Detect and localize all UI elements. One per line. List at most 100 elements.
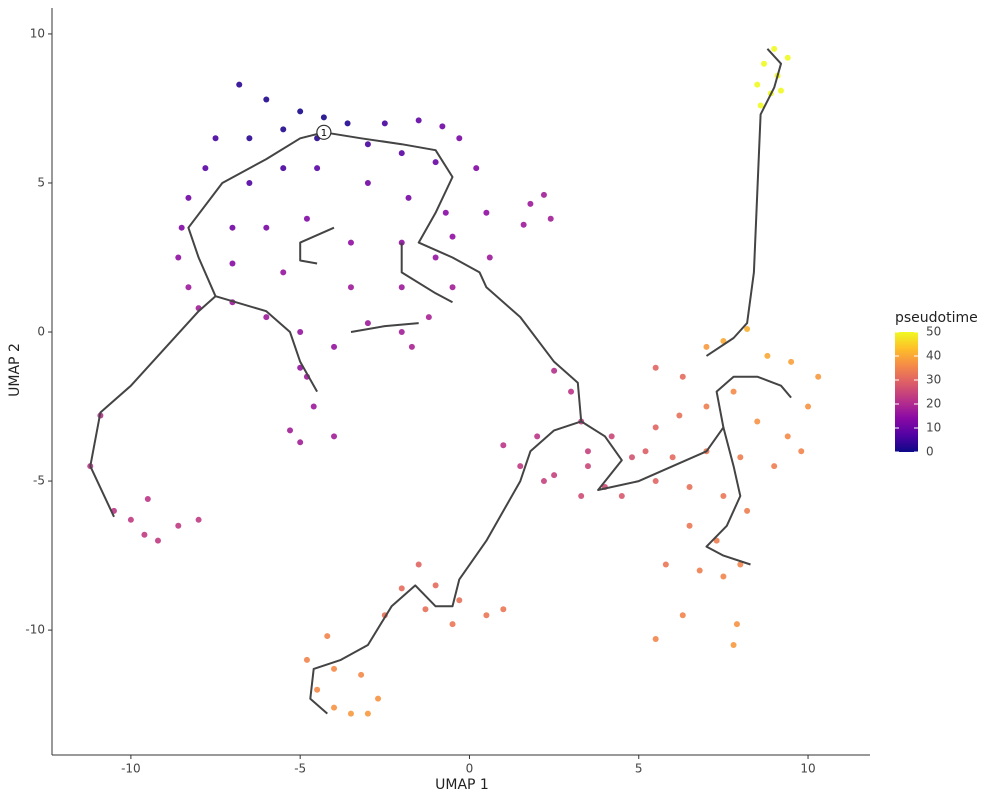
point [686,484,693,491]
point [578,492,585,499]
point [798,448,805,455]
point [263,224,270,231]
point [347,710,354,717]
point [686,522,693,529]
x-tick-label: -10 [121,762,141,776]
point [408,343,415,350]
point [449,233,456,240]
point [473,165,480,172]
point [141,531,148,538]
point [754,418,761,425]
point [540,191,547,198]
point [568,388,575,395]
point [669,454,676,461]
point [764,352,771,359]
point [703,403,710,410]
y-tick-label: 5 [37,175,45,189]
point [500,606,507,613]
point [754,81,761,88]
point [331,343,338,350]
point [263,314,270,321]
point [229,260,236,267]
point [662,561,669,568]
point [381,120,388,127]
point [375,695,382,702]
y-tick-label: -5 [33,474,45,488]
point [303,656,310,663]
colorbar [895,332,918,452]
point [442,209,449,216]
point [331,433,338,440]
point [297,108,304,115]
point [784,54,791,61]
point [425,314,432,321]
point [331,665,338,672]
point [737,561,744,568]
point [185,284,192,291]
point [584,448,591,455]
x-tick-label: -5 [294,762,306,776]
point [364,710,371,717]
point [540,478,547,485]
point [730,642,737,649]
point [551,472,558,479]
point [771,45,778,52]
point [175,254,182,261]
colorbar-tick-label: 50 [926,325,941,339]
point [449,284,456,291]
point [320,114,327,121]
point [456,597,463,604]
point [314,686,321,693]
point [314,165,321,172]
point [730,388,737,395]
point [618,492,625,499]
point [584,463,591,470]
point [761,60,768,67]
point [280,269,287,276]
point [486,254,493,261]
point [195,516,202,523]
point [415,117,422,124]
point [483,612,490,619]
root-node [316,124,332,140]
point [398,239,405,246]
point [733,621,740,628]
x-axis-label: UMAP 1 [435,777,489,793]
point [534,433,541,440]
point [358,671,365,678]
point [517,463,524,470]
point [696,567,703,574]
point [347,239,354,246]
point [652,424,659,431]
point [608,433,615,440]
point [324,633,331,640]
y-tick-label: 0 [37,325,45,339]
y-axis-label: UMAP 2 [7,343,23,397]
point [415,561,422,568]
y-tick-label: -10 [25,623,45,637]
point [297,439,304,446]
point [679,612,686,619]
legend-title: pseudotime [895,310,978,326]
colorbar-tick-label: 40 [926,349,941,363]
point [364,179,371,186]
point [551,367,558,374]
point [229,224,236,231]
point [303,215,310,222]
point [771,463,778,470]
point [398,329,405,336]
point [185,194,192,201]
point [178,224,185,231]
point [246,135,253,142]
point [144,495,151,502]
point [500,442,507,449]
point [127,516,134,523]
point [297,329,304,336]
point [280,126,287,133]
point [720,492,727,499]
point-group [87,45,822,717]
point [364,141,371,148]
point [652,636,659,643]
point [398,284,405,291]
